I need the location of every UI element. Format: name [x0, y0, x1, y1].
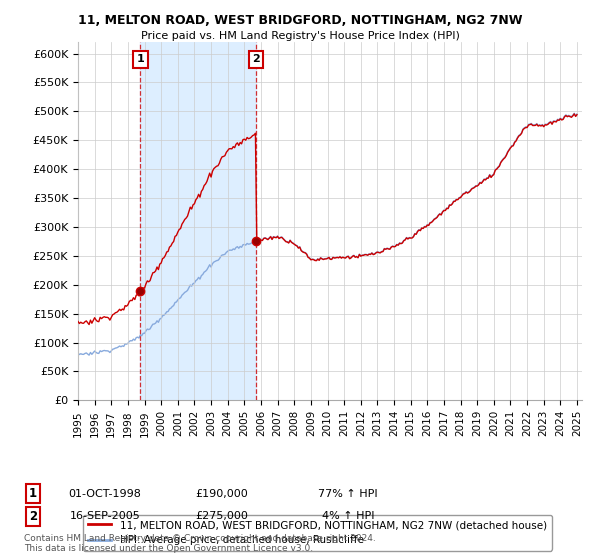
Text: Price paid vs. HM Land Registry's House Price Index (HPI): Price paid vs. HM Land Registry's House …	[140, 31, 460, 41]
Text: Contains HM Land Registry data © Crown copyright and database right 2024.
This d: Contains HM Land Registry data © Crown c…	[24, 534, 376, 553]
Text: 1: 1	[29, 487, 37, 501]
Text: £190,000: £190,000	[196, 489, 248, 499]
Text: 77% ↑ HPI: 77% ↑ HPI	[318, 489, 378, 499]
Text: £275,000: £275,000	[196, 511, 248, 521]
Text: 16-SEP-2005: 16-SEP-2005	[70, 511, 140, 521]
Text: 2: 2	[29, 510, 37, 523]
Legend: 11, MELTON ROAD, WEST BRIDGFORD, NOTTINGHAM, NG2 7NW (detached house), HPI: Aver: 11, MELTON ROAD, WEST BRIDGFORD, NOTTING…	[83, 515, 552, 550]
Text: 01-OCT-1998: 01-OCT-1998	[68, 489, 142, 499]
Text: 4% ↑ HPI: 4% ↑ HPI	[322, 511, 374, 521]
Bar	[140, 42, 256, 400]
Text: 11, MELTON ROAD, WEST BRIDGFORD, NOTTINGHAM, NG2 7NW: 11, MELTON ROAD, WEST BRIDGFORD, NOTTING…	[78, 14, 522, 27]
Text: 2: 2	[252, 54, 260, 64]
Text: 1: 1	[137, 54, 144, 64]
